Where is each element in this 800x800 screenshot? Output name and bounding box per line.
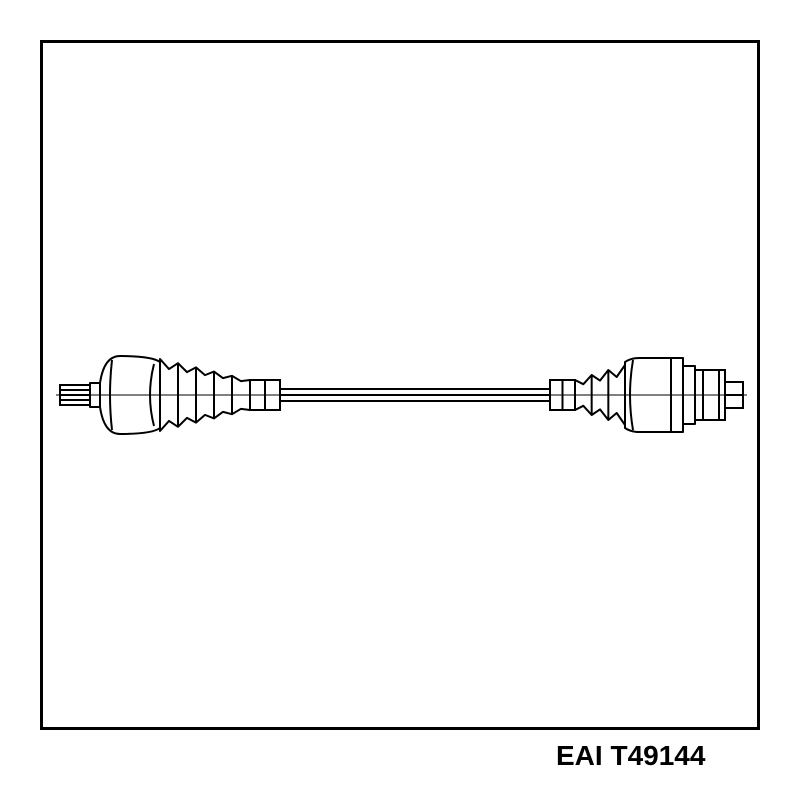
brand-text: EAI xyxy=(556,740,603,771)
part-number-text: T49144 xyxy=(610,740,705,771)
part-label: EAI T49144 xyxy=(556,740,705,772)
drive-shaft-drawing xyxy=(0,0,800,800)
